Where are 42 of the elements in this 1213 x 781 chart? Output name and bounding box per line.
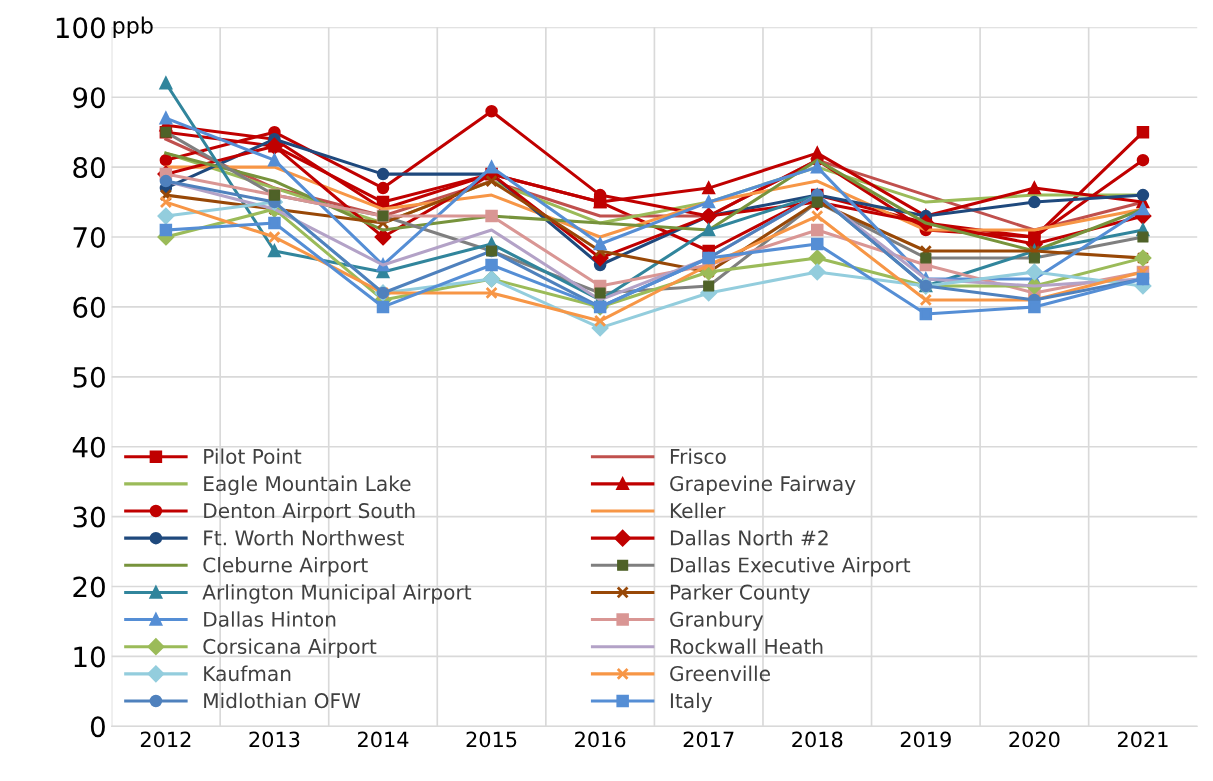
- x-tick-label: 2020: [1009, 731, 1060, 748]
- y-tick-label: 50: [73, 366, 105, 388]
- y-tick-label: 30: [73, 506, 105, 528]
- legend-label: Midlothian OFW: [204, 692, 361, 709]
- y-axis-title: ppb: [113, 16, 153, 39]
- y-tick-label: 100: [56, 17, 105, 39]
- legend-label: Kaufman: [204, 665, 291, 682]
- legend-label: Pilot Point: [204, 448, 302, 465]
- x-tick-label: 2012: [140, 731, 191, 748]
- y-tick-label: 40: [72, 436, 105, 458]
- x-tick-label: 2021: [1117, 731, 1168, 748]
- legend-label: Denton Airport South: [204, 502, 415, 523]
- x-tick-label: 2015: [466, 731, 517, 748]
- legend-label: Dallas Hinton: [204, 611, 336, 627]
- legend-label: Ft. Worth Northwest: [204, 529, 404, 546]
- legend-label: Dallas North #2: [670, 529, 828, 546]
- legend-label: Eagle Mountain Lake: [204, 475, 411, 496]
- legend-label: Granbury: [670, 611, 764, 631]
- y-tick-label: 90: [73, 87, 105, 109]
- legend-label: Keller: [670, 502, 726, 519]
- x-tick-label: 2016: [575, 731, 626, 748]
- legend-label: Greenville: [670, 665, 770, 682]
- x-tick-label: 2018: [792, 731, 843, 748]
- legend-label: Frisco: [670, 448, 726, 465]
- legend-label: Parker County: [670, 584, 810, 604]
- legend-label: Dallas Executive Airport: [670, 557, 911, 577]
- y-tick-label: 20: [73, 576, 105, 598]
- legend-label: Grapevine Fairway: [670, 475, 856, 496]
- y-tick-label: 60: [73, 296, 105, 318]
- legend-label: Corsicana Airport: [203, 638, 377, 658]
- y-tick-label: 70: [73, 226, 105, 248]
- legend-label: Italy: [670, 692, 713, 713]
- y-tick-label: 0: [90, 716, 105, 738]
- legend-label: Cleburne Airport: [203, 557, 368, 577]
- x-tick-label: 2019: [900, 731, 951, 748]
- legend-label: Rockwall Heath: [670, 638, 823, 655]
- x-tick-label: 2014: [358, 731, 409, 748]
- x-tick-label: 2013: [249, 731, 300, 748]
- y-tick-label: 80: [73, 157, 105, 179]
- x-tick-label: 2017: [683, 731, 734, 748]
- legend-label: Arlington Municipal Airport: [202, 584, 472, 604]
- y-tick-label: 10: [74, 646, 105, 668]
